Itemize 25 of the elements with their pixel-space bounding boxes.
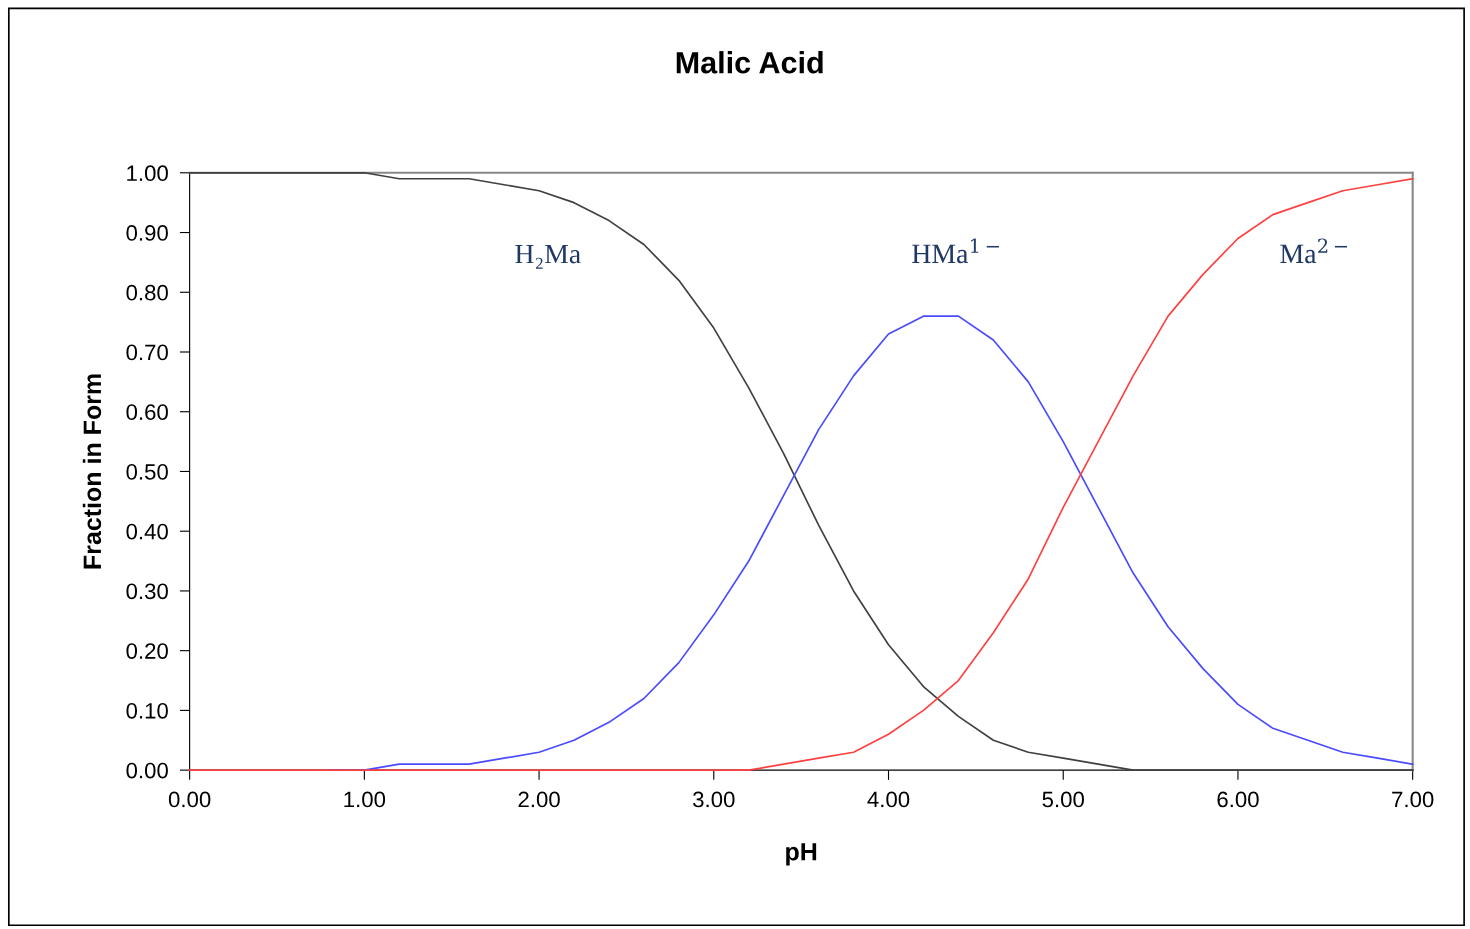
x-axis-title: pH	[786, 843, 817, 866]
y-tick-label: 0.50	[126, 464, 168, 480]
y-tick-label: 0.30	[126, 583, 168, 600]
y-tick-label: 0.10	[126, 702, 168, 719]
x-tick-label: 4.00	[867, 791, 910, 808]
x-tick-label: 0.00	[168, 791, 211, 808]
y-tick-label: 0.90	[126, 225, 168, 241]
x-tick-label: 2.00	[518, 791, 560, 808]
series-label: H₂Ma	[515, 244, 581, 269]
x-tick-label: 1.00	[344, 791, 386, 808]
series-label: Ma$^{2−}$	[1280, 238, 1348, 264]
y-tick-label: 1.00	[127, 165, 168, 182]
y-tick-label: 0.00	[126, 762, 168, 779]
x-tick-label: 3.00	[693, 791, 735, 808]
series-label: HMa$^{1−}$	[912, 238, 999, 264]
y-tick-label: 0.20	[126, 643, 168, 659]
x-tick-label: 6.00	[1217, 791, 1259, 808]
y-axis-title: Fraction in Form	[82, 374, 102, 569]
x-tick-label: 7.00	[1392, 791, 1434, 808]
y-tick-label: 0.80	[126, 284, 168, 301]
x-tick-label: 5.00	[1042, 791, 1084, 808]
y-tick-label: 0.60	[126, 404, 168, 420]
y-tick-label: 0.40	[126, 523, 168, 540]
y-tick-label: 0.70	[126, 344, 168, 361]
chart-title: Malic Acid	[676, 51, 823, 74]
